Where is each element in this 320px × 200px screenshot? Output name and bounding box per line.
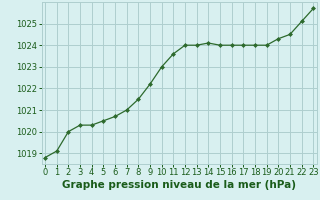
X-axis label: Graphe pression niveau de la mer (hPa): Graphe pression niveau de la mer (hPa) <box>62 180 296 190</box>
